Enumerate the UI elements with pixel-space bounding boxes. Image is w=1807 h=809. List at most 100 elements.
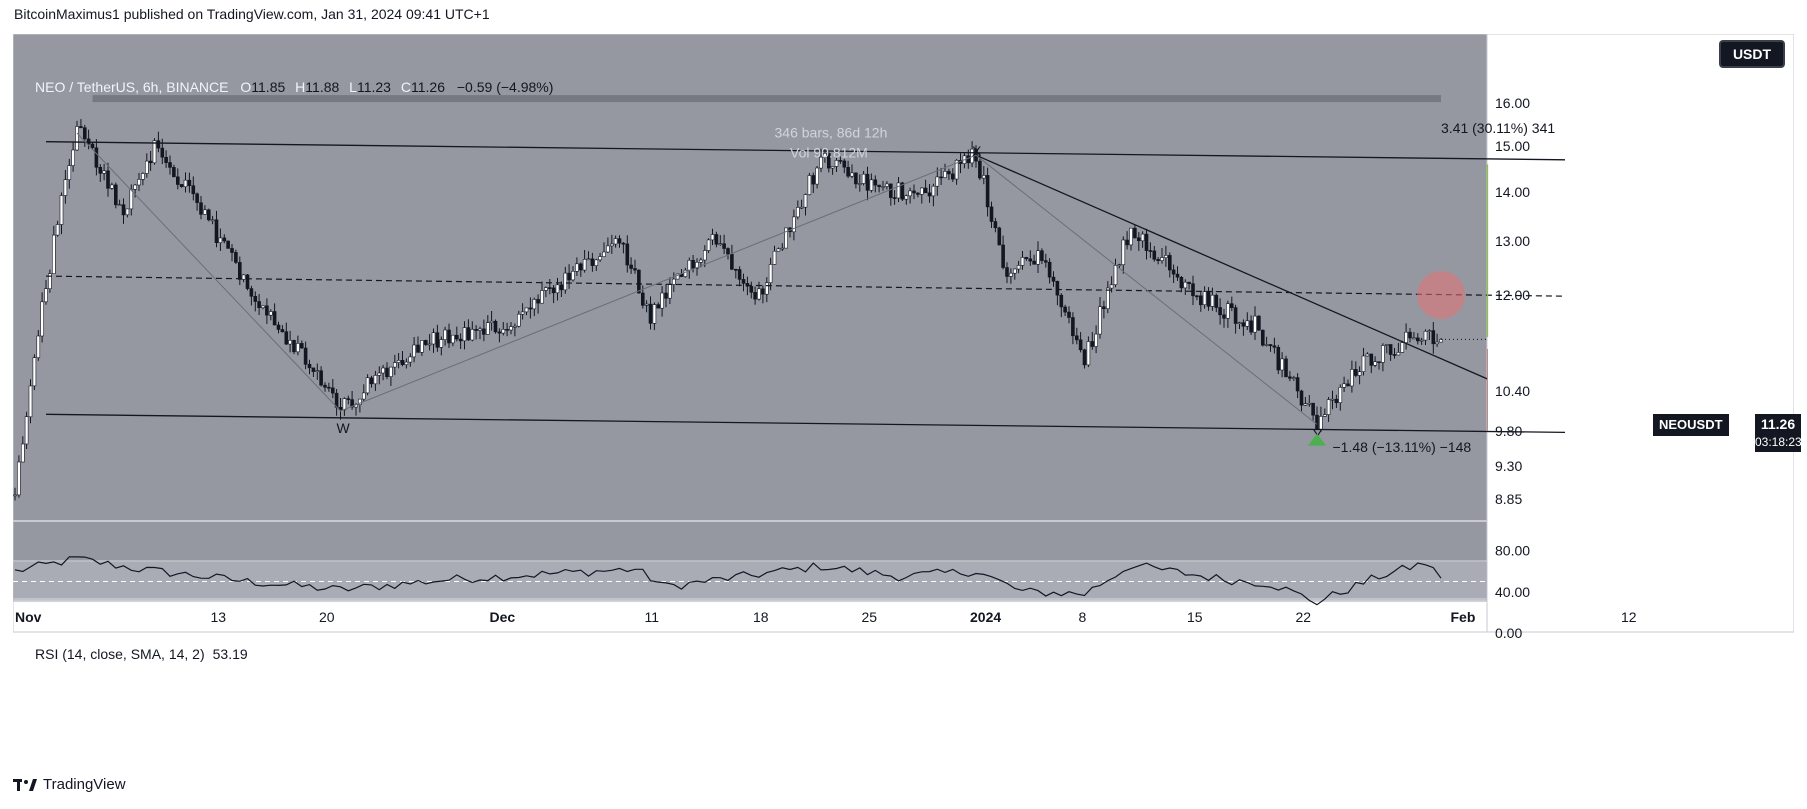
candle-body-177 <box>699 259 703 263</box>
candle-body-236 <box>927 192 932 197</box>
candle-body-28 <box>121 204 126 216</box>
candle-body-35 <box>148 160 153 164</box>
candle-body-124 <box>493 320 498 333</box>
candle-body-47 <box>195 193 199 203</box>
candle-body-238 <box>935 176 940 187</box>
candle-body-262 <box>1028 258 1033 262</box>
candle-body-33 <box>141 173 145 180</box>
candle-body-354 <box>1385 344 1389 346</box>
candle-body-239 <box>939 176 943 179</box>
candle-body-44 <box>183 179 188 187</box>
candle-body-6 <box>36 335 41 359</box>
candle-body-363 <box>1419 339 1424 342</box>
candle-body-92 <box>369 377 374 385</box>
candle-body-285 <box>1117 264 1122 266</box>
candles-layer <box>13 119 1443 501</box>
candle-body-199 <box>784 227 788 249</box>
symbol-title[interactable]: NEO / TetherUS, 6h, BINANCE <box>35 79 229 95</box>
candle-body-97 <box>389 366 393 377</box>
candle-body-82 <box>330 387 335 394</box>
candle-body-198 <box>780 247 785 250</box>
candle-body-151 <box>598 256 602 261</box>
candle-body-344 <box>1346 383 1350 387</box>
footer-brand[interactable]: TradingView <box>13 776 126 793</box>
candle-body-72 <box>292 339 296 353</box>
candle-body-234 <box>919 187 924 195</box>
candle-body-19 <box>86 138 91 145</box>
close-value: 11.26 <box>410 79 445 95</box>
price-axis-tick-1: 15.00 <box>1495 138 1530 154</box>
candle-body-224 <box>881 186 885 188</box>
candle-body-114 <box>454 334 459 340</box>
candle-body-307 <box>1202 291 1207 306</box>
candle-body-202 <box>795 207 800 218</box>
candle-body-253 <box>993 221 998 229</box>
ohlc-legend: NEO / TetherUS, 6h, BINANCE O11.85 H11.8… <box>35 79 553 95</box>
candle-body-237 <box>931 185 936 197</box>
candle-body-220 <box>865 173 870 191</box>
time-axis-tick-4: 11 <box>645 609 660 625</box>
candle-body-126 <box>501 328 506 334</box>
candle-body-263 <box>1032 260 1036 265</box>
candle-body-348 <box>1361 355 1366 372</box>
date-range-label-bars: 346 bars, 86d 12h <box>775 124 888 140</box>
low-value: 11.23 <box>356 79 391 95</box>
candle-body-94 <box>377 372 382 376</box>
candle-body-323 <box>1264 344 1269 346</box>
candle-body-178 <box>702 250 707 261</box>
candle-body-365 <box>1427 330 1432 332</box>
candle-body-54 <box>222 237 227 242</box>
candle-body-111 <box>443 329 447 340</box>
candle-body-343 <box>1342 383 1346 388</box>
candle-body-293 <box>1148 250 1153 252</box>
candle-body-7 <box>40 301 44 337</box>
candle-body-258 <box>1012 268 1017 274</box>
candle-body-193 <box>761 288 765 295</box>
wave-label-y: Y <box>1313 427 1323 443</box>
candle-body-48 <box>199 202 203 215</box>
candle-body-226 <box>888 183 893 198</box>
candle-body-115 <box>458 338 463 342</box>
candle-body-194 <box>764 282 769 295</box>
candle-body-75 <box>303 347 308 365</box>
chart-canvas[interactable]: W X Y 346 bars, 86d 12h Vol 90.812M 3.41 (30.… <box>13 34 1794 731</box>
candle-body-362 <box>1416 337 1420 342</box>
candle-body-264 <box>1036 250 1040 265</box>
candle-body-308 <box>1206 291 1211 307</box>
candle-body-123 <box>489 320 494 324</box>
candle-body-352 <box>1377 361 1381 364</box>
candle-body-170 <box>671 278 676 285</box>
candle-body-359 <box>1404 331 1408 344</box>
candle-body-56 <box>230 248 234 253</box>
candle-body-228 <box>896 182 901 199</box>
candle-body-112 <box>447 329 451 344</box>
rsi-title[interactable]: RSI (14, close, SMA, 14, 2) <box>35 646 205 662</box>
currency-badge[interactable]: USDT <box>1719 40 1785 68</box>
rsi-axis-tick-2: 0.00 <box>1495 625 1522 641</box>
candle-body-61 <box>249 288 254 297</box>
candle-body-14 <box>67 165 72 181</box>
time-axis-tick-3: Dec <box>490 609 516 625</box>
candle-body-36 <box>152 140 157 164</box>
candle-body-249 <box>978 160 982 179</box>
candle-body-161 <box>637 269 641 294</box>
candle-body-210 <box>826 153 831 169</box>
candle-body-261 <box>1024 257 1029 259</box>
candle-body-137 <box>544 287 548 291</box>
candle-body-43 <box>179 184 184 187</box>
price-tag-box: 11.26 03:18:23 <box>1755 414 1802 452</box>
candle-body-279 <box>1094 333 1098 347</box>
low-label: L <box>349 79 357 95</box>
candle-body-312 <box>1222 314 1226 319</box>
candle-body-103 <box>412 344 416 358</box>
candle-body-9 <box>48 273 52 290</box>
candle-body-125 <box>497 331 502 334</box>
candle-body-208 <box>819 156 823 169</box>
candle-body-176 <box>695 262 699 269</box>
chart-frame[interactable]: W X Y 346 bars, 86d 12h Vol 90.812M 3.41 (30.… <box>13 34 1802 731</box>
published-by: BitcoinMaximus1 published on TradingView… <box>14 6 490 22</box>
candle-body-342 <box>1338 386 1343 403</box>
candle-body-145 <box>575 263 579 272</box>
main-price-pane[interactable] <box>13 34 1487 520</box>
candle-body-73 <box>296 343 300 353</box>
